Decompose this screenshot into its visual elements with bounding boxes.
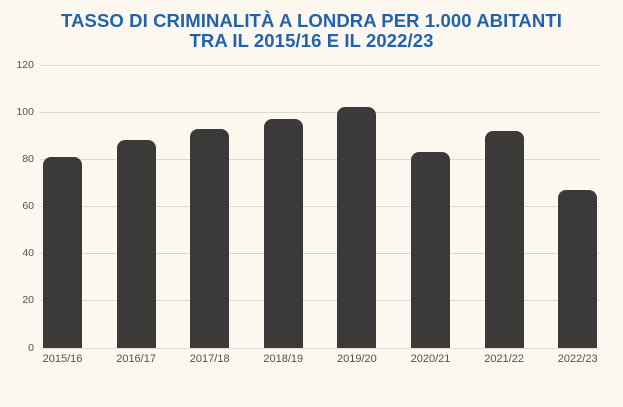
bar-2019-20: [337, 107, 377, 348]
bar-2018-19: [263, 119, 303, 348]
x-tick-label-2019-20: 2019/20: [337, 353, 377, 365]
x-tick-label-2017-18: 2017/18: [189, 353, 230, 365]
gridline-0: [40, 347, 600, 349]
x-tick-label-2020-21: 2020/21: [410, 353, 451, 365]
y-tick-label-100: 100: [16, 105, 34, 118]
chart-title-line2: TRA IL 2015/16 E IL 2022/23: [189, 29, 434, 51]
gridline-120: [40, 64, 600, 66]
gridline-40: [40, 253, 600, 255]
bar-2015-16: [43, 156, 82, 348]
x-tick-label-2018-19: 2018/19: [263, 353, 304, 365]
y-tick-label-0: 0: [28, 341, 34, 354]
bar-2016-17: [116, 140, 156, 348]
gridline-80: [40, 158, 600, 160]
y-tick-label-20: 20: [22, 294, 34, 307]
bar-2022-23: [558, 190, 598, 348]
bar-2017-18: [190, 128, 230, 348]
y-tick-label-40: 40: [22, 247, 34, 260]
y-tick-label-60: 60: [22, 200, 34, 212]
chart-title-line1: TASSO DI CRIMINALITÀ A LONDRA PER 1.000 …: [61, 10, 562, 31]
x-tick-label-2021-22: 2021/22: [484, 353, 524, 365]
bar-2020-21: [411, 152, 450, 348]
y-tick-label-80: 80: [22, 152, 34, 165]
gridline-20: [40, 300, 600, 302]
gridline-100: [40, 111, 600, 113]
x-tick-label-2016-17: 2016/17: [116, 353, 156, 365]
x-tick-label-2022-23: 2022/23: [557, 353, 598, 365]
x-tick-label-2015-16: 2015/16: [42, 353, 83, 365]
bar-2021-22: [484, 131, 524, 348]
gridline-60: [40, 206, 600, 207]
chart-title: TASSO DI CRIMINALITÀ A LONDRA PER 1.000 …: [0, 11, 623, 50]
plot-area: 0 20 40 60 80 100 120 2015/16 2016/17 2017/18 2018…: [16, 59, 600, 365]
y-tick-label-120: 120: [16, 58, 34, 71]
